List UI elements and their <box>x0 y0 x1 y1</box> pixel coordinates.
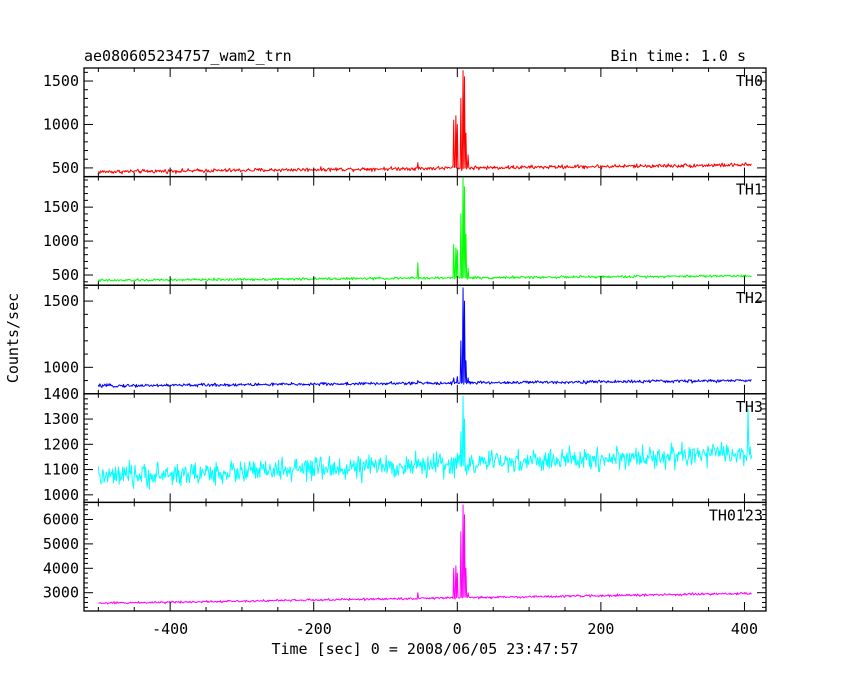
panel-label: TH0123 <box>709 506 763 524</box>
panel-frame <box>83 175 767 286</box>
panel-th1: TH1 500 1000 1500 <box>43 175 767 286</box>
panel-label: TH0 <box>736 72 763 90</box>
chart-subtitle: Bin time: 1.0 s <box>611 47 746 65</box>
x-tick-label: -400 <box>152 620 188 638</box>
y-tick-label: 5000 <box>43 535 79 553</box>
panel-label: TH1 <box>736 181 763 199</box>
y-tick-label: 1300 <box>43 410 79 428</box>
panels-group: TH050010001500TH150010001500TH210001500T… <box>43 67 767 612</box>
x-axis-label: Time [sec] 0 = 2008/06/05 23:47:57 <box>271 640 578 658</box>
y-tick-label: 1000 <box>43 115 79 133</box>
y-tick-label: 500 <box>52 266 79 284</box>
y-tick-label: 1100 <box>43 461 79 479</box>
panel-th2: TH2 1000 1500 <box>43 284 767 395</box>
trace-th0123 <box>98 504 752 605</box>
y-tick-label: 6000 <box>43 510 79 528</box>
trace-th2 <box>97 287 752 388</box>
x-axis: -400 -200 0 200 400 <box>152 620 758 638</box>
x-tick-label: 200 <box>587 620 614 638</box>
y-tick-label: 1200 <box>43 435 79 453</box>
y-tick-label: 500 <box>52 159 79 177</box>
chart-title: ae080605234757_wam2_trn <box>84 47 292 65</box>
x-tick-label: 400 <box>731 620 758 638</box>
y-tick-label: 1500 <box>43 198 79 216</box>
y-tick-label: 1400 <box>43 385 79 403</box>
panel-label: TH3 <box>736 398 763 416</box>
panel-frame <box>83 67 767 178</box>
panel-th3: TH3 1000 1100 1200 1300 1400 <box>43 385 767 504</box>
panel-th0123: TH0123 3000 4000 5000 6000 <box>43 501 767 612</box>
panel-frame <box>83 284 767 395</box>
panel-label: TH2 <box>736 289 763 307</box>
x-tick-label: -200 <box>296 620 332 638</box>
y-axis-label: Counts/sec <box>4 293 22 383</box>
panel-frame <box>83 501 767 612</box>
y-tick-label: 3000 <box>43 584 79 602</box>
y-tick-label: 1000 <box>43 358 79 376</box>
y-tick-label: 1000 <box>43 232 79 250</box>
y-tick-label: 1000 <box>43 486 79 504</box>
panel-frame <box>83 393 767 504</box>
y-tick-label: 1500 <box>43 72 79 90</box>
y-tick-label: 4000 <box>43 559 79 577</box>
trace-th3 <box>97 395 753 490</box>
x-tick-label: 0 <box>453 620 462 638</box>
trace-th1 <box>97 177 752 282</box>
y-tick-label: 1500 <box>43 292 79 310</box>
panel-th0: TH0 500 1000 1500 <box>43 67 767 178</box>
trace-th0 <box>98 70 752 175</box>
